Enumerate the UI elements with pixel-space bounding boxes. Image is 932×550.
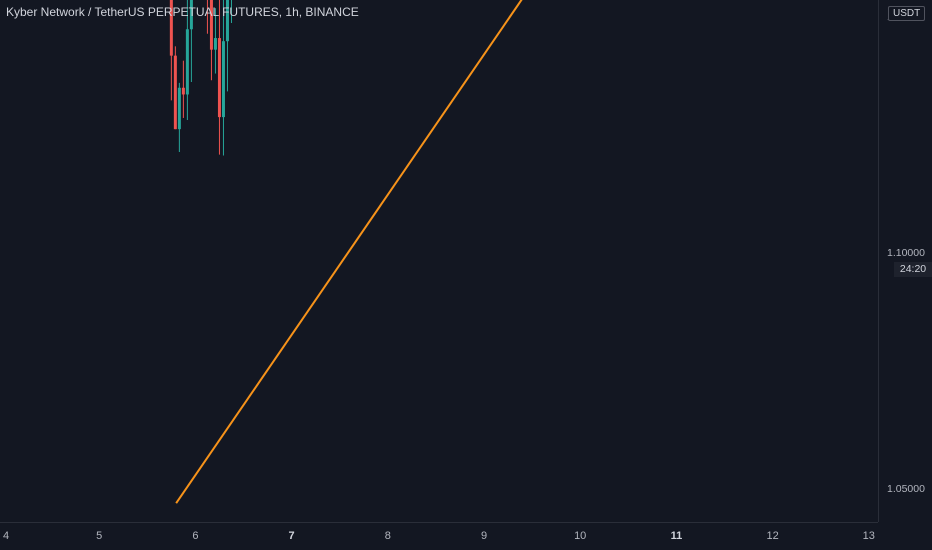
- currency-badge[interactable]: USDT: [888, 6, 926, 21]
- candle: [173, 46, 177, 130]
- time-tick: 5: [96, 530, 103, 542]
- time-tick: 12: [766, 530, 779, 542]
- candle: [209, 0, 213, 81]
- candle: [169, 0, 173, 101]
- price-tick: 1.10000: [887, 247, 925, 259]
- time-tick: 8: [384, 530, 391, 542]
- chart-canvas[interactable]: [0, 0, 878, 522]
- trendline-lower[interactable]: [175, 0, 662, 504]
- candle: [206, 0, 208, 34]
- time-tick: 11: [670, 530, 683, 542]
- price-tick: 1.05000: [887, 483, 925, 495]
- candle: [217, 0, 221, 155]
- candle: [221, 0, 225, 156]
- candle: [189, 0, 193, 82]
- time-tick: 6: [192, 530, 199, 542]
- time-tick: 4: [2, 530, 10, 542]
- candle: [185, 0, 189, 121]
- candle: [181, 60, 185, 118]
- time-tick: 7: [288, 530, 295, 542]
- chart-title: Kyber Network / TetherUS PERPETUAL FUTUR…: [6, 5, 359, 19]
- time-tick: 10: [574, 530, 587, 542]
- time-tick: 13: [862, 530, 875, 542]
- candle: [213, 8, 217, 74]
- time-axis[interactable]: 4 5 6 7 8 9 10 11 12 13: [0, 522, 878, 550]
- candle: [177, 82, 181, 153]
- chart-plot-area[interactable]: Kyber Network / TetherUS PERPETUAL FUTUR…: [0, 0, 878, 522]
- bar-countdown: 24:20: [894, 262, 932, 277]
- price-axis[interactable]: 1.450001.350001.300001.250001.150001.100…: [878, 0, 932, 522]
- candle: [225, 0, 229, 92]
- time-tick: 9: [480, 530, 488, 542]
